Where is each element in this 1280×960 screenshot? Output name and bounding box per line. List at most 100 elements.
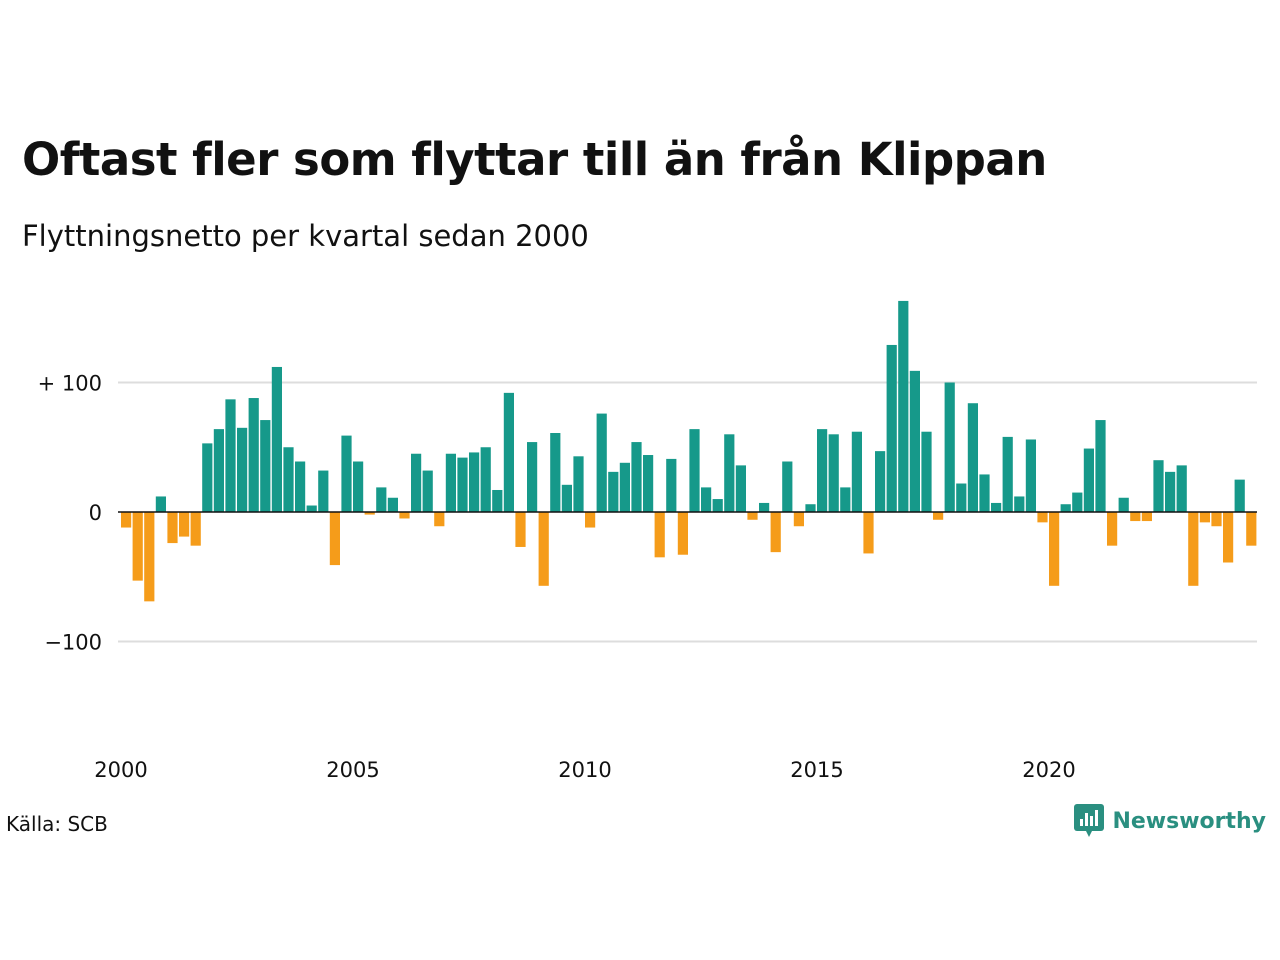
- bar: [1211, 512, 1222, 527]
- bar: [909, 370, 920, 513]
- bar: [701, 487, 712, 512]
- bar: [817, 429, 828, 512]
- bar: [631, 442, 642, 512]
- bar: [527, 442, 538, 512]
- bar: [573, 456, 584, 512]
- bar: [1153, 460, 1164, 512]
- bar: [144, 512, 155, 602]
- bar: [318, 470, 329, 512]
- bar: [132, 512, 143, 581]
- bar: [503, 392, 514, 512]
- bar: [643, 455, 654, 512]
- bar: [121, 512, 132, 528]
- bar: [364, 512, 375, 515]
- bar: [1165, 471, 1176, 512]
- bar: [248, 398, 259, 512]
- bar: [782, 461, 793, 512]
- x-tick-label: 2010: [558, 758, 611, 782]
- bar: [1083, 448, 1094, 512]
- newsworthy-logo-icon: [1074, 804, 1105, 837]
- bar: [538, 512, 549, 586]
- bar: [306, 505, 317, 512]
- chart-subtitle: Flyttningsnetto per kvartal sedan 2000: [22, 219, 589, 253]
- bar: [712, 499, 723, 512]
- bar: [886, 344, 897, 512]
- bar: [677, 512, 688, 555]
- bar: [341, 435, 352, 513]
- brand-name: Newsworthy: [1112, 808, 1266, 834]
- bar: [1072, 492, 1083, 512]
- bar: [840, 487, 851, 512]
- bar: [1060, 504, 1071, 512]
- bar: [515, 512, 526, 547]
- y-tick-label: 0: [89, 501, 102, 525]
- bar: [1246, 512, 1257, 546]
- x-tick-label: 2005: [326, 758, 379, 782]
- bar: [1014, 496, 1025, 512]
- bar: [561, 484, 572, 513]
- bar: [875, 451, 886, 512]
- bar: [283, 447, 294, 512]
- bar: [863, 512, 874, 554]
- bar: [1199, 512, 1210, 523]
- bar: [1118, 497, 1129, 512]
- bar: [492, 489, 503, 513]
- bar: [434, 512, 445, 527]
- bar: [608, 471, 619, 512]
- bar: [190, 512, 201, 546]
- bar: [805, 504, 816, 512]
- bar: [759, 502, 770, 512]
- bar: [353, 461, 364, 512]
- bar: [956, 483, 967, 512]
- bars: [121, 300, 1257, 602]
- x-tick-label: 2015: [790, 758, 843, 782]
- bar: [921, 431, 932, 512]
- bar: [480, 447, 491, 512]
- bar: [179, 512, 190, 537]
- bar: [387, 497, 398, 512]
- bar: [237, 427, 248, 512]
- source-note: Källa: SCB: [6, 812, 108, 836]
- bar: [770, 512, 781, 553]
- y-axis-ticks: + 100 0 −100: [38, 372, 102, 655]
- bar: [1025, 439, 1036, 512]
- bar: [828, 434, 839, 512]
- bar: [585, 512, 596, 528]
- bar: [1002, 436, 1013, 512]
- bar: [967, 403, 978, 512]
- y-tick-label: −100: [44, 631, 102, 655]
- x-axis-ticks: 2000 2005 2010 2015 2020: [94, 758, 1075, 782]
- bar: [1037, 512, 1048, 523]
- bar: [399, 512, 410, 519]
- x-tick-label: 2000: [94, 758, 147, 782]
- bar: [225, 399, 236, 512]
- bar: [167, 512, 178, 544]
- bar: [1223, 512, 1234, 563]
- bar: [991, 502, 1002, 512]
- bar: [1141, 512, 1152, 522]
- bar: [155, 496, 166, 512]
- bar: [295, 461, 306, 512]
- gridlines: [118, 381, 1257, 643]
- bar: [550, 433, 561, 512]
- bar: [1130, 512, 1141, 522]
- bar: [469, 452, 480, 512]
- bar: [1107, 512, 1118, 546]
- bar: [1234, 479, 1245, 513]
- bar: [260, 420, 271, 512]
- bar: [666, 458, 677, 512]
- bar: [445, 453, 456, 512]
- bar: [735, 465, 746, 512]
- bar: [1049, 512, 1060, 586]
- bar: [979, 474, 990, 512]
- y-tick-label: + 100: [38, 372, 102, 396]
- brand-logo: Newsworthy: [1074, 804, 1266, 838]
- bar: [944, 382, 955, 512]
- bar: [202, 443, 213, 512]
- bar: [213, 429, 224, 512]
- bar: [1095, 420, 1106, 512]
- bar: [596, 413, 607, 512]
- chart-title: Oftast fler som flyttar till än från Kli…: [22, 133, 1047, 186]
- bar: [689, 429, 700, 512]
